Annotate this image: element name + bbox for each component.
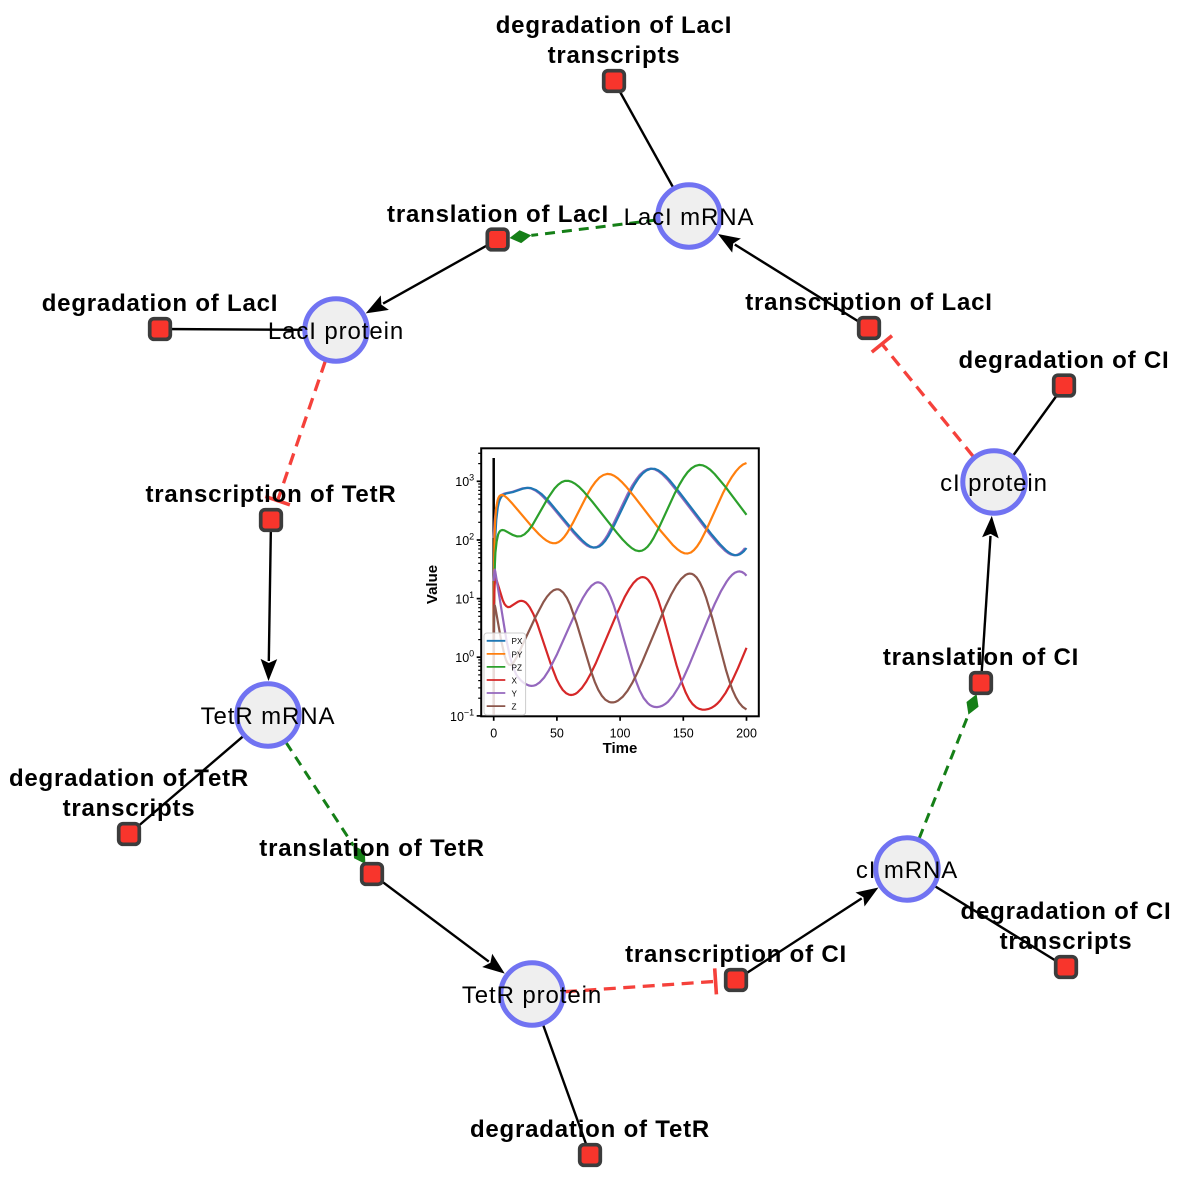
svg-text:transcription of TetR: transcription of TetR [145,481,396,508]
svg-text:TetR mRNA: TetR mRNA [201,703,336,730]
svg-text:transcription of LacI: transcription of LacI [745,289,993,316]
svg-text:degradation of LacI: degradation of LacI [496,12,733,39]
svg-text:degradation of CI: degradation of CI [959,347,1170,374]
svg-text:PY: PY [512,650,523,659]
svg-text:PX: PX [512,637,523,646]
svg-text:transcripts: transcripts [63,795,196,822]
svg-text:cI protein: cI protein [940,470,1048,497]
svg-text:Z: Z [512,703,517,712]
svg-text:translation of CI: translation of CI [883,644,1079,671]
svg-text:Y: Y [512,689,518,698]
svg-text:200: 200 [736,726,757,740]
svg-text:translation of LacI: translation of LacI [387,201,609,228]
svg-text:PZ: PZ [512,663,522,672]
svg-text:Time: Time [603,740,638,757]
svg-text:transcription of CI: transcription of CI [625,941,847,968]
svg-text:150: 150 [673,726,694,740]
svg-text:50: 50 [550,726,564,740]
svg-text:translation of TetR: translation of TetR [259,835,484,862]
svg-text:cI mRNA: cI mRNA [856,857,958,884]
svg-text:degradation of TetR: degradation of TetR [9,765,249,792]
svg-text:degradation of LacI: degradation of LacI [42,290,279,317]
svg-text:0: 0 [490,726,497,740]
svg-text:100: 100 [610,726,631,740]
svg-text:Value: Value [424,565,441,604]
svg-text:degradation of TetR: degradation of TetR [470,1116,710,1143]
svg-text:transcripts: transcripts [548,42,681,69]
svg-text:LacI mRNA: LacI mRNA [624,204,755,231]
svg-text:degradation of CI: degradation of CI [961,898,1172,925]
svg-text:TetR protein: TetR protein [462,982,602,1009]
svg-text:transcripts: transcripts [1000,928,1133,955]
svg-text:LacI protein: LacI protein [268,318,404,345]
svg-text:X: X [512,676,518,685]
